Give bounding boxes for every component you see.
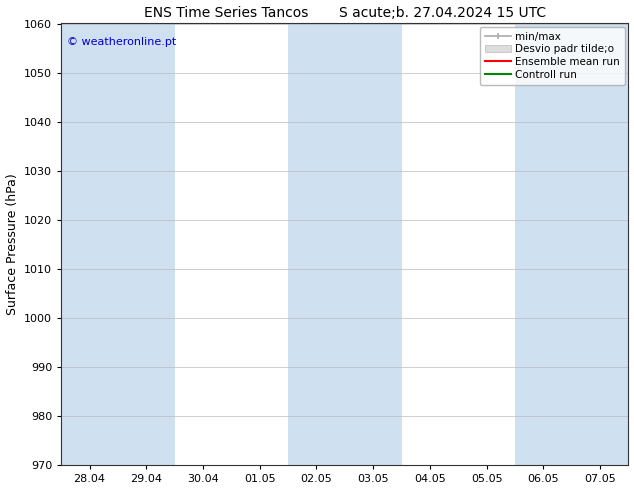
Legend: min/max, Desvio padr tilde;o, Ensemble mean run, Controll run: min/max, Desvio padr tilde;o, Ensemble m…	[480, 26, 625, 85]
Y-axis label: Surface Pressure (hPa): Surface Pressure (hPa)	[6, 173, 18, 316]
Text: © weatheronline.pt: © weatheronline.pt	[67, 37, 176, 47]
Bar	[61, 24, 175, 465]
Bar	[515, 24, 628, 465]
Bar	[288, 24, 401, 465]
Title: ENS Time Series Tancos       S acute;b. 27.04.2024 15 UTC: ENS Time Series Tancos S acute;b. 27.04.…	[144, 5, 546, 20]
